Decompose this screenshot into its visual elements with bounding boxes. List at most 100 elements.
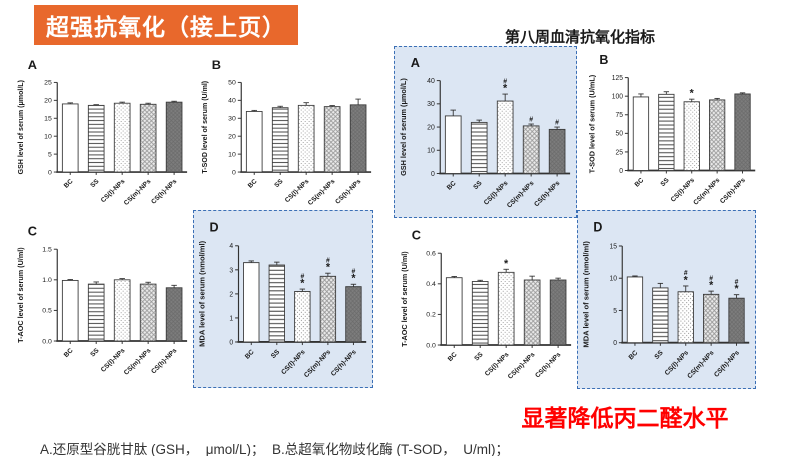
svg-text:#: # (300, 273, 304, 280)
svg-text:BC: BC (244, 348, 256, 360)
svg-text:50: 50 (615, 131, 623, 138)
svg-text:10: 10 (609, 276, 617, 283)
svg-text:GSH level of serum (μmol/L): GSH level of serum (μmol/L) (399, 78, 408, 176)
svg-text:#: # (555, 120, 559, 127)
svg-text:50: 50 (228, 80, 236, 87)
svg-text:5: 5 (48, 151, 52, 158)
svg-text:0.2: 0.2 (426, 312, 436, 319)
svg-text:BC: BC (247, 178, 259, 190)
svg-text:0.6: 0.6 (426, 251, 436, 258)
svg-text:CS(h)-NPs: CS(h)-NPs (713, 349, 741, 379)
svg-text:CS(m)-NPs: CS(m)-NPs (307, 178, 337, 207)
svg-text:CS(m)-NPs: CS(m)-NPs (506, 180, 536, 210)
svg-text:0: 0 (232, 169, 236, 176)
svg-text:BC: BC (446, 180, 458, 192)
svg-text:1: 1 (229, 315, 233, 322)
svg-text:5: 5 (613, 308, 617, 315)
chart-left-tsod: B T-SOD level of serum (U/ml) 0 10 20 30 40 50 B… (196, 50, 377, 214)
svg-text:0: 0 (619, 168, 623, 175)
svg-text:#: # (709, 275, 713, 282)
footnote-line1: A.还原型谷胱甘肽 (GSH， μmol/L)； B.总超氧化物歧化酶 (T-S… (40, 442, 510, 456)
svg-text:*: * (326, 261, 331, 273)
svg-text:SS: SS (654, 349, 665, 361)
abbreviation-footnote: A.还原型谷胱甘肽 (GSH， μmol/L)； B.总超氧化物歧化酶 (T-S… (40, 397, 509, 456)
svg-text:CS(h)-NPs: CS(h)-NPs (533, 180, 561, 209)
svg-text:*: * (351, 272, 356, 284)
svg-text:CS(h)-NPs: CS(h)-NPs (150, 347, 179, 375)
svg-text:10: 10 (228, 151, 236, 158)
svg-text:CS(h)-NPs: CS(h)-NPs (534, 351, 563, 379)
svg-text:A: A (411, 55, 420, 70)
svg-text:0: 0 (431, 171, 435, 178)
svg-text:0.0: 0.0 (426, 342, 436, 349)
svg-text:0: 0 (229, 339, 233, 346)
svg-text:T-AOC level of serum (U/ml): T-AOC level of serum (U/ml) (400, 251, 409, 347)
svg-text:40: 40 (427, 78, 435, 85)
svg-text:15: 15 (609, 243, 617, 250)
svg-text:T-SOD level of serum (U/ml): T-SOD level of serum (U/ml) (201, 80, 209, 173)
svg-text:#: # (684, 270, 688, 277)
svg-text:20: 20 (44, 98, 52, 105)
svg-text:0.4: 0.4 (426, 281, 436, 288)
svg-text:BC: BC (447, 351, 459, 363)
svg-text:A: A (28, 58, 37, 72)
svg-text:3: 3 (229, 267, 233, 274)
svg-text:BC: BC (63, 347, 75, 359)
svg-text:*: * (684, 274, 689, 286)
svg-text:#: # (352, 268, 356, 275)
svg-text:BC: BC (63, 178, 75, 190)
svg-text:SS: SS (273, 178, 285, 189)
svg-text:T-SOD level of serum (U/mL): T-SOD level of serum (U/mL) (588, 74, 597, 173)
svg-text:CS(l)-NPs: CS(l)-NPs (484, 351, 511, 378)
svg-text:1.5: 1.5 (42, 247, 52, 254)
svg-text:D: D (209, 219, 218, 234)
svg-text:125: 125 (612, 75, 623, 82)
right-group-title: 第八周血清抗氧化指标 (504, 29, 655, 46)
svg-text:#: # (735, 279, 739, 286)
svg-text:0: 0 (48, 169, 52, 176)
svg-text:CS(m)-NPs: CS(m)-NPs (123, 347, 153, 377)
svg-text:CS(l)-NPs: CS(l)-NPs (670, 177, 696, 204)
svg-text:D: D (593, 219, 602, 234)
chart-left-mda-highlighted: D MDA level of serum (nmol/ml) 0 1 2 3 4 BC SS CS… (193, 210, 373, 388)
bar-chart-svg: BT-SOD level of serum (U/mL) 0 25 50 75 100 12… (588, 53, 756, 207)
svg-text:*: * (709, 279, 714, 291)
svg-text:1.0: 1.0 (42, 277, 52, 284)
svg-text:T-AOC level of serum (U/ml): T-AOC level of serum (U/ml) (16, 247, 25, 343)
svg-text:B: B (212, 58, 221, 72)
svg-text:30: 30 (228, 116, 236, 123)
svg-text:20: 20 (427, 124, 435, 131)
svg-text:CS(m)-NPs: CS(m)-NPs (303, 348, 332, 379)
svg-text:MDA level of serum (nmol/ml): MDA level of serum (nmol/ml) (198, 240, 207, 347)
slide-title-banner: 超强抗氧化（接上页） (34, 5, 298, 45)
svg-text:CS(h)-NPs: CS(h)-NPs (330, 348, 358, 378)
svg-text:CS(l)-NPs: CS(l)-NPs (483, 180, 510, 207)
svg-text:*: * (690, 88, 695, 100)
svg-text:*: * (504, 258, 509, 270)
svg-text:4: 4 (229, 243, 233, 250)
svg-text:CS(h)-NPs: CS(h)-NPs (334, 178, 363, 206)
svg-text:30: 30 (427, 101, 435, 108)
svg-text:15: 15 (44, 116, 52, 123)
svg-text:BC: BC (634, 177, 646, 189)
svg-text:#: # (326, 257, 330, 264)
svg-text:25: 25 (615, 149, 623, 156)
bar-chart-svg: BT-SOD level of serum (U/ml) 0 10 20 30 40 50 B… (201, 58, 372, 207)
chart-left-gsh: A GSH level of serum (μmol/L) 0 5 10 15 20 25 BC… (12, 50, 193, 214)
svg-text:MDA level of serum (nmol/ml): MDA level of serum (nmol/ml) (582, 240, 591, 347)
svg-text:C: C (412, 228, 421, 243)
svg-text:0.0: 0.0 (42, 338, 52, 345)
svg-text:GSH level of serum (μmol/L): GSH level of serum (μmol/L) (17, 79, 25, 174)
chart-right-mda-highlighted: D MDA level of serum (nmol/ml) 0 5 10 15 BC SS C… (577, 210, 756, 389)
svg-text:10: 10 (427, 148, 435, 155)
svg-text:SS: SS (660, 176, 671, 188)
svg-text:SS: SS (472, 179, 484, 191)
svg-text:BC: BC (628, 349, 640, 361)
svg-text:#: # (529, 117, 533, 124)
svg-text:B: B (599, 53, 608, 67)
svg-text:CS(m)-NPs: CS(m)-NPs (686, 349, 715, 380)
svg-text:SS: SS (270, 348, 281, 360)
